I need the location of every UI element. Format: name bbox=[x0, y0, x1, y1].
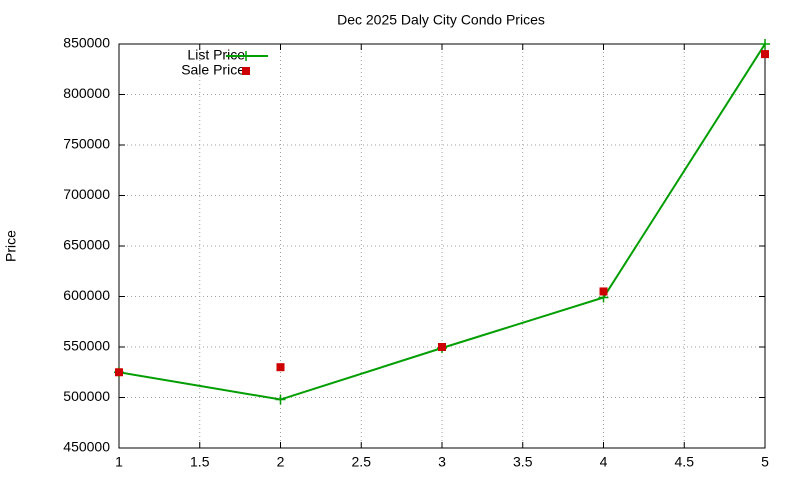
x-tick-label: 4.5 bbox=[675, 454, 695, 470]
y-tick-label: 500000 bbox=[63, 388, 110, 404]
legend-label: Sale Price bbox=[181, 62, 245, 78]
plot-frame bbox=[118, 43, 766, 449]
y-tick-label: 650000 bbox=[63, 237, 110, 253]
legend-marker bbox=[242, 67, 250, 75]
chart-title: Dec 2025 Daly City Condo Prices bbox=[337, 12, 545, 28]
data-point bbox=[760, 39, 770, 49]
y-tick-label: 750000 bbox=[63, 136, 110, 152]
x-tick-label: 1 bbox=[115, 454, 123, 470]
x-tick-label: 1.5 bbox=[190, 454, 210, 470]
y-tick-label: 450000 bbox=[63, 439, 110, 455]
data-point bbox=[761, 50, 769, 59]
data-point bbox=[275, 394, 286, 405]
legend-marker bbox=[241, 51, 251, 61]
y-axis-label: Price bbox=[3, 230, 19, 262]
data-point bbox=[115, 368, 123, 377]
data-point bbox=[276, 363, 285, 372]
y-tick-label: 800000 bbox=[63, 85, 110, 101]
data-point bbox=[438, 343, 446, 351]
data-point bbox=[599, 287, 608, 296]
x-tick-label: 2.5 bbox=[352, 454, 372, 470]
x-tick-label: 3 bbox=[438, 454, 446, 470]
y-tick-label: 600000 bbox=[63, 287, 110, 303]
legend-label: List Price bbox=[187, 47, 245, 63]
x-tick-label: 2 bbox=[277, 454, 285, 470]
x-tick-label: 5 bbox=[761, 454, 769, 470]
y-tick-label: 700000 bbox=[63, 186, 110, 202]
x-tick-label: 3.5 bbox=[513, 454, 533, 470]
y-tick-label: 550000 bbox=[63, 338, 110, 354]
x-tick-label: 4 bbox=[600, 454, 608, 470]
y-tick-label: 850000 bbox=[63, 35, 110, 51]
